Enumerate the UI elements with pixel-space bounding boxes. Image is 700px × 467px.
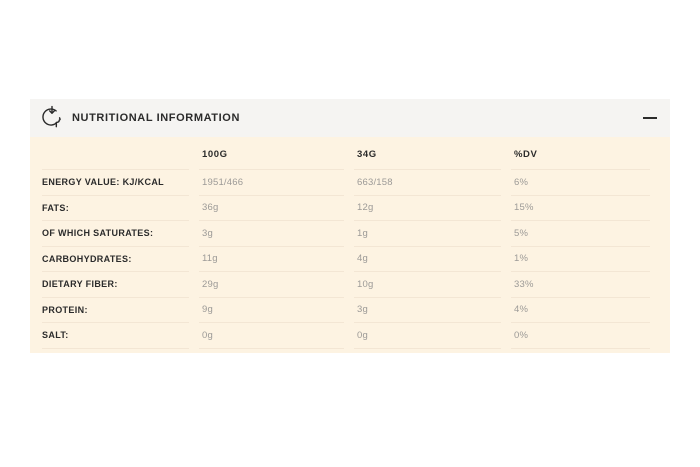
cell-value: 12g [354,196,501,221]
panel-body: 100G 34G %DV ENERGY VALUE: KJ/KCAL 1951/466 6… [30,137,670,353]
row-label: SALT: [42,323,189,349]
cell-value: 29g [199,272,344,298]
cell-value: 0% [511,323,650,349]
nutrition-intake-icon [42,105,61,128]
row-label: ENERGY VALUE: KJ/KCAL [42,170,189,196]
cell-value: 3g [199,221,344,247]
minus-icon [643,117,657,119]
collapse-button[interactable] [641,109,659,127]
cell-value: 0g [354,323,501,349]
cell-value: 33% [511,272,650,298]
cell-value: 36g [199,196,344,221]
cell-value: 4g [354,247,501,272]
accordion-header[interactable]: NUTRITIONAL INFORMATION [30,99,670,137]
cell-value: 0g [199,323,344,349]
cell-value: 6% [511,170,650,196]
cell-value: 4% [511,298,650,323]
cell-value: 9g [199,298,344,323]
cell-value: 1951/466 [199,170,344,196]
cell-value: 663/158 [354,170,501,196]
cell-value: 10g [354,272,501,298]
cell-value: 15% [511,196,650,221]
cell-value: 3g [354,298,501,323]
column-header [42,140,189,170]
column-header: %DV [511,140,650,170]
row-label: DIETARY FIBER: [42,272,189,298]
row-label: OF WHICH SATURATES: [42,221,189,247]
nutritional-information-panel: NUTRITIONAL INFORMATION 100G 34G %DV ENERGY… [30,99,670,353]
cell-value: 1% [511,247,650,272]
cell-value: 1g [354,221,501,247]
panel-title: NUTRITIONAL INFORMATION [72,112,240,124]
cell-value: 11g [199,247,344,272]
column-header: 34G [354,140,501,170]
row-label: PROTEIN: [42,298,189,323]
nutrition-table: 100G 34G %DV ENERGY VALUE: KJ/KCAL 1951/466 6… [42,140,650,349]
cell-value: 5% [511,221,650,247]
row-label: CARBOHYDRATES: [42,247,189,272]
row-label: FATS: [42,196,189,221]
column-header: 100G [199,140,344,170]
